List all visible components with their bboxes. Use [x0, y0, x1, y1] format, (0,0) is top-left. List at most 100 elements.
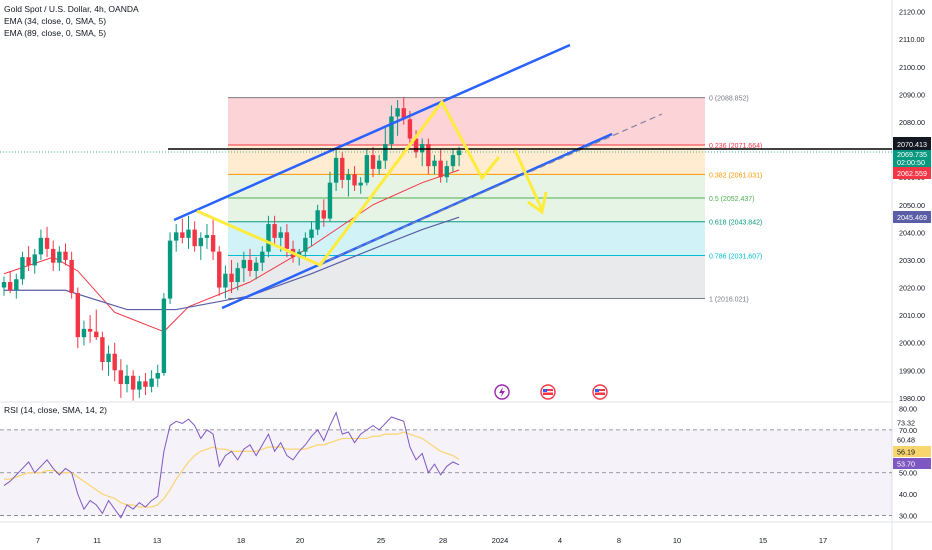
candle: [38, 229, 44, 260]
candle: [383, 127, 388, 169]
candle: [106, 345, 111, 376]
candle: [401, 97, 406, 125]
candle: [44, 226, 50, 258]
candle: [69, 251, 74, 299]
candle-body: [38, 237, 44, 255]
rsi-label-ma: 56.19: [897, 448, 915, 457]
candle: [266, 215, 271, 258]
rsi-label-box: [893, 434, 931, 445]
rsi-line: [3, 411, 460, 519]
time-axis[interactable]: 7 11 13 18 20 25 28 2024 4 8 10 15 17: [36, 536, 827, 545]
candle: [235, 262, 240, 291]
candle-body: [284, 232, 290, 249]
candle-body: [413, 138, 419, 153]
candle: [389, 105, 394, 150]
price-tick: 2040.00: [899, 228, 925, 237]
candle: [395, 99, 400, 136]
candle: [137, 375, 142, 398]
candle-body: [192, 229, 197, 247]
trend-drawings[interactable]: [0, 43, 892, 310]
candle-body: [309, 229, 314, 238]
time-tick: 11: [93, 536, 101, 545]
price-label-box: [893, 137, 931, 150]
fib-level-label: 0 (2088.852): [709, 96, 749, 103]
rsi-tick: 50.00: [899, 469, 917, 478]
rsi-axis: 30.0040.0050.0060.0070.0080.0073.3260.48…: [893, 404, 931, 521]
candle: [174, 224, 179, 252]
rsi-tick: 70.00: [899, 426, 917, 435]
candle-body: [161, 298, 167, 374]
candle-body: [7, 282, 13, 291]
candle: [180, 218, 185, 244]
candle-body: [383, 144, 388, 161]
candle: [167, 232, 173, 305]
candle-body: [223, 273, 228, 288]
candle-body: [204, 235, 210, 238]
candle-body: [124, 375, 130, 385]
candle-body: [81, 328, 87, 338]
candle-body: [395, 108, 400, 117]
candle-body: [217, 251, 222, 288]
projection-arrowhead: [527, 191, 548, 215]
candle-body: [444, 166, 449, 178]
candle: [272, 215, 277, 247]
candle: [81, 320, 87, 346]
candle-body: [315, 210, 320, 230]
candle: [186, 215, 191, 249]
price-tick: 2000.00: [899, 339, 925, 348]
candle-body: [376, 160, 382, 169]
rsi-label-max: 73.32: [897, 419, 915, 428]
rsi-tick: 30.00: [899, 512, 917, 521]
candle-body: [20, 257, 25, 280]
candle-body: [303, 237, 308, 252]
candle-body: [94, 331, 99, 338]
lower-channel-line: [221, 132, 613, 310]
candle: [7, 270, 13, 294]
candlestick-series: [1, 97, 462, 401]
candle: [1, 276, 7, 296]
us-flag-icon[interactable]: [540, 384, 556, 400]
candle-body: [241, 259, 247, 269]
ema89-legend: EMA (89, close, 0, SMA, 5): [4, 28, 106, 38]
event-markers[interactable]: [494, 384, 608, 400]
fib-zone: [228, 198, 705, 222]
time-tick: 7: [36, 536, 40, 545]
candle-body: [26, 257, 31, 266]
price-tick: 2030.00: [899, 256, 925, 265]
candle-body: [118, 370, 124, 385]
time-tick: 20: [296, 536, 304, 545]
candle: [155, 364, 160, 387]
lightning-icon[interactable]: [494, 384, 510, 400]
price-axis[interactable]: 1980.00 1990.00 2000.00 2010.00 2020.00 2030.…: [899, 8, 925, 403]
candle-body: [155, 373, 160, 379]
pattern-zigzag: [196, 99, 501, 267]
price-label-last: 2069.735: [897, 150, 927, 159]
candle: [309, 221, 314, 247]
rsi-label-rsi: 53.70: [897, 460, 915, 469]
candle: [94, 309, 99, 340]
price-label-box: [893, 211, 931, 223]
candle-body: [51, 248, 56, 263]
candle: [149, 370, 154, 393]
price-tick: 2010.00: [899, 311, 925, 320]
us-flag-icon[interactable]: [592, 384, 608, 400]
candle: [438, 149, 443, 183]
ema34-legend: EMA (34, close, 0, SMA, 5): [4, 16, 106, 26]
candle: [241, 251, 247, 282]
candle-body: [370, 155, 376, 169]
time-tick: 13: [153, 536, 161, 545]
candle-body: [210, 235, 216, 252]
candle-body: [327, 182, 333, 219]
candle: [333, 149, 339, 191]
candle-body: [438, 160, 443, 178]
candle-body: [420, 144, 425, 153]
fibonacci-retracement[interactable]: 0 (2088.852) 0.236 (2071.664) 0.382 (2061.…: [228, 96, 762, 304]
rsi-pane[interactable]: [0, 411, 892, 519]
time-tick: 28: [439, 536, 447, 545]
candle: [112, 342, 117, 382]
candle: [124, 364, 130, 393]
candle: [210, 218, 216, 260]
candle: [346, 168, 351, 197]
candle-body: [167, 240, 173, 299]
